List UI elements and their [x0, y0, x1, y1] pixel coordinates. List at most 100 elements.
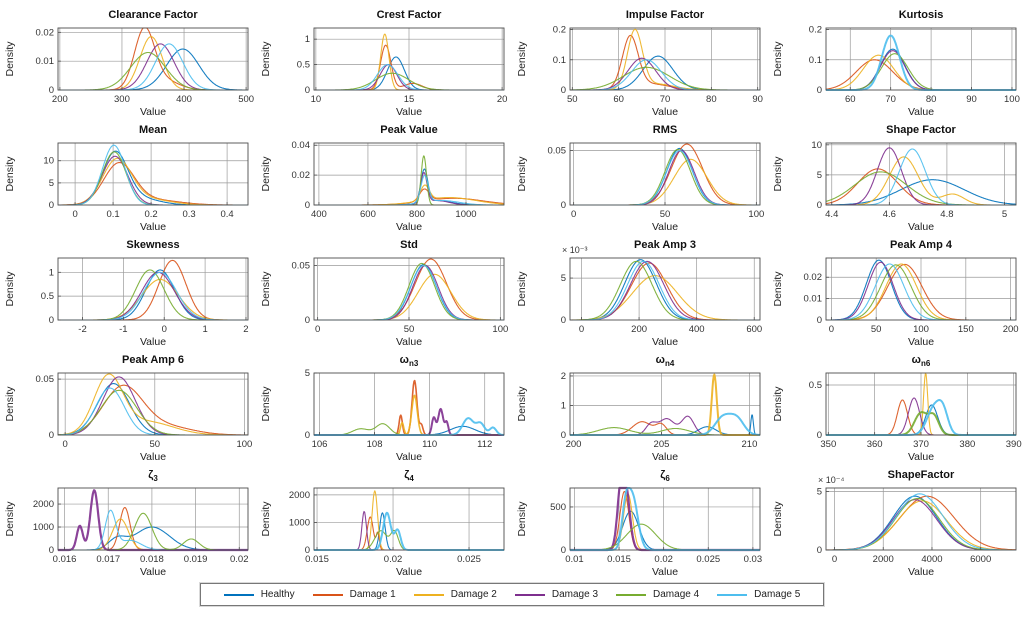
x-tick-label: 1	[202, 324, 207, 335]
density-curve-damage-4	[570, 427, 760, 436]
x-tick-label: 4.4	[825, 209, 838, 220]
y-tick-label: 0.01	[804, 294, 823, 305]
subplot-peak-value: 400 600 800 1000 0 0.02 0.04 Peak Value Value Den…	[256, 118, 512, 233]
y-tick-label: 0.02	[36, 27, 55, 38]
x-axis-label: Value	[396, 106, 422, 118]
density-curve-damage-4	[58, 512, 248, 551]
x-tick-label: 800	[409, 209, 425, 220]
density-chart: 200 205 210 0 1 2 ωn4 Value Density	[516, 354, 761, 463]
subplot-peak-amp-6: 0 50 100 0 0.05 Peak Amp 6 Value Density	[0, 348, 256, 463]
density-chart: 106 108 110 112 0 5 ωn3 Value Density	[260, 354, 505, 463]
y-tick-label: 0.5	[809, 380, 822, 391]
x-tick-label: 400	[176, 94, 192, 105]
y-tick-label: 0	[49, 315, 54, 326]
subplot-impulse-factor: 50 60 70 80 90 0 0.1 0.2 Impulse Factor Value Dens…	[512, 3, 768, 118]
legend-line-swatch	[616, 593, 647, 596]
x-axis-label: Value	[652, 451, 678, 463]
x-tick-label: 0.3	[182, 209, 195, 220]
y-tick-label: 0	[305, 315, 310, 326]
subplot-kurtosis: 60 70 80 90 100 0 0.1 0.2 Kurtosis Value Density	[768, 3, 1024, 118]
x-tick-label: 108	[367, 439, 383, 450]
y-tick-label: 1	[305, 34, 310, 45]
y-tick-label: 0	[305, 200, 310, 211]
subplot-title: ζ6	[660, 469, 670, 483]
density-curve-damage-4	[826, 497, 1016, 551]
x-axis-label: Value	[140, 451, 166, 463]
x-axis-label: Value	[396, 336, 422, 348]
y-axis-label: Density	[516, 271, 528, 307]
y-tick-label: 0.02	[804, 272, 823, 283]
x-tick-label: 200	[631, 324, 647, 335]
y-tick-label: 0.02	[292, 170, 311, 181]
x-tick-label: 600	[746, 324, 762, 335]
y-axis-label: Density	[4, 271, 16, 307]
x-axis-label: Value	[908, 566, 934, 578]
y-tick-label: 500	[550, 502, 566, 513]
subplot-std: 0 50 100 0 0.05 Std Value Density	[256, 233, 512, 348]
x-tick-label: 0	[315, 324, 320, 335]
y-tick-label: 0.5	[297, 60, 310, 71]
x-tick-label: 100	[1004, 94, 1020, 105]
x-tick-label: 4.6	[883, 209, 896, 220]
x-axis-label: Value	[908, 106, 934, 118]
y-axis-label: Density	[516, 156, 528, 192]
y-tick-label: 0	[817, 200, 822, 211]
subplot--n6: 350 360 370 380 390 0 0.5 ωn6 Value Density	[768, 348, 1024, 463]
density-curve-damage-3	[826, 499, 1016, 551]
density-curve-damage-5	[825, 34, 1017, 91]
x-tick-label: 0.016	[53, 554, 77, 565]
axis-scale-label: × 10⁻⁴	[818, 475, 845, 485]
y-tick-label: 0.2	[809, 25, 822, 36]
subplot--3: 0.016 0.017 0.018 0.019 0.02 0 1000 2000 ζ3 Value…	[0, 463, 256, 578]
x-tick-label: 0.03	[744, 554, 763, 565]
axes-box	[569, 372, 761, 436]
subplot-shapefactor: 0 2000 4000 6000 0 5 ShapeFactor × 10⁻⁴ Value Den…	[768, 463, 1024, 578]
x-tick-label: 0.015	[305, 554, 329, 565]
x-tick-label: 370	[913, 439, 929, 450]
y-axis-label: Density	[260, 271, 272, 307]
legend-line-swatch	[223, 593, 254, 596]
x-axis-label: Value	[396, 566, 422, 578]
y-axis-label: Density	[260, 41, 272, 77]
y-tick-label: 0	[817, 315, 822, 326]
y-tick-label: 0	[561, 430, 566, 441]
y-axis-label: Density	[516, 501, 528, 537]
axes-box	[57, 487, 249, 551]
density-curve-damage-5	[826, 493, 1016, 551]
legend-label: Damage 5	[754, 589, 801, 600]
x-tick-label: 400	[311, 209, 327, 220]
density-curve-damage-5	[313, 511, 505, 551]
subplot-title: Skewness	[126, 239, 179, 251]
x-tick-label: 50	[871, 324, 882, 335]
x-tick-label: 80	[706, 94, 717, 105]
subplot-skewness: -2 -1 0 1 2 0 0.5 1 Skewness Value Density	[0, 233, 256, 348]
density-chart: 60 70 80 90 100 0 0.1 0.2 Kurtosis Value Density	[772, 9, 1020, 118]
y-axis-label: Density	[4, 501, 16, 537]
y-axis-label: Density	[260, 501, 272, 537]
y-axis-label: Density	[4, 386, 16, 422]
x-tick-label: 20	[497, 94, 508, 105]
x-tick-label: 100	[492, 324, 508, 335]
subplot--n4: 200 205 210 0 1 2 ωn4 Value Density	[512, 348, 768, 463]
y-tick-label: 10	[43, 156, 54, 167]
subplot-mean: 0 0.1 0.2 0.3 0.4 0 5 10 Mean Value Density	[0, 118, 256, 233]
x-tick-label: 200	[1003, 324, 1019, 335]
y-tick-label: 0.5	[41, 291, 54, 302]
y-tick-label: 0.05	[548, 146, 567, 157]
density-chart: 0 2000 4000 6000 0 5 ShapeFactor × 10⁻⁴ Value Den…	[772, 469, 1017, 578]
subplot-title: ωn6	[912, 354, 931, 368]
subplot-title: Peak Amp 6	[122, 354, 184, 366]
x-tick-label: 500	[238, 94, 254, 105]
legend-item-damage-3: Damage 3	[514, 589, 598, 600]
density-curve-damage-1	[570, 262, 760, 321]
density-curve-damage-1	[58, 259, 248, 321]
density-chart: 350 360 370 380 390 0 0.5 ωn6 Value Density	[772, 354, 1022, 463]
density-chart: 0 200 400 600 0 5 Peak Amp 3 × 10⁻³ Value Density	[516, 239, 762, 348]
axes-box	[57, 372, 249, 436]
x-tick-label: 0	[832, 554, 837, 565]
x-tick-label: 0.02	[384, 554, 403, 565]
density-curve-healthy	[314, 512, 504, 551]
y-tick-label: 0	[305, 85, 310, 96]
y-axis-label: Density	[4, 41, 16, 77]
subplot-title: ωn4	[656, 354, 675, 368]
